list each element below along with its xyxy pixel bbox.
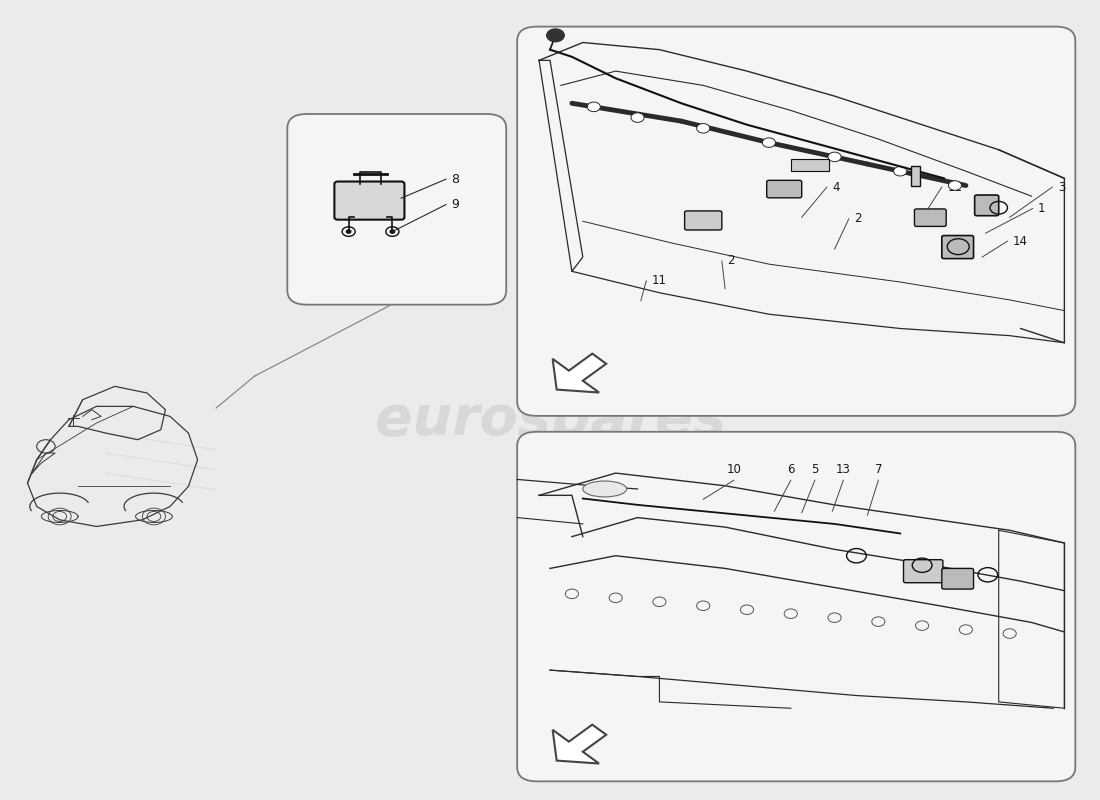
Text: 13: 13 (836, 463, 850, 476)
Text: 6: 6 (786, 463, 794, 476)
Text: 8: 8 (451, 173, 460, 186)
FancyBboxPatch shape (287, 114, 506, 305)
Text: 5: 5 (811, 463, 818, 476)
FancyBboxPatch shape (684, 211, 722, 230)
Circle shape (948, 181, 961, 190)
Circle shape (631, 113, 645, 122)
Text: 14: 14 (1013, 234, 1027, 248)
Text: eurospares: eurospares (375, 393, 725, 447)
Circle shape (828, 152, 842, 162)
Circle shape (346, 230, 351, 233)
FancyBboxPatch shape (942, 235, 974, 258)
FancyBboxPatch shape (517, 26, 1076, 416)
Polygon shape (552, 725, 606, 763)
FancyBboxPatch shape (767, 180, 802, 198)
Text: 2: 2 (727, 254, 735, 267)
FancyBboxPatch shape (975, 195, 999, 216)
FancyBboxPatch shape (942, 569, 974, 589)
Text: 11: 11 (652, 274, 667, 287)
Circle shape (762, 138, 776, 147)
FancyBboxPatch shape (517, 432, 1076, 782)
Text: 9: 9 (451, 198, 460, 211)
Bar (791, 159, 829, 171)
FancyBboxPatch shape (914, 209, 946, 226)
Text: 12: 12 (947, 181, 962, 194)
Text: 2: 2 (855, 212, 861, 226)
Text: 4: 4 (833, 181, 840, 194)
Bar (911, 166, 920, 186)
FancyBboxPatch shape (903, 560, 943, 582)
Ellipse shape (583, 481, 627, 497)
FancyBboxPatch shape (334, 182, 405, 220)
Circle shape (696, 123, 710, 133)
Text: 10: 10 (726, 463, 741, 476)
Circle shape (390, 230, 395, 233)
Circle shape (547, 29, 564, 42)
Text: 7: 7 (874, 463, 882, 476)
Polygon shape (552, 354, 606, 393)
Circle shape (893, 166, 906, 176)
Text: 3: 3 (1058, 181, 1065, 194)
Circle shape (587, 102, 601, 112)
Text: 1: 1 (1038, 202, 1046, 215)
